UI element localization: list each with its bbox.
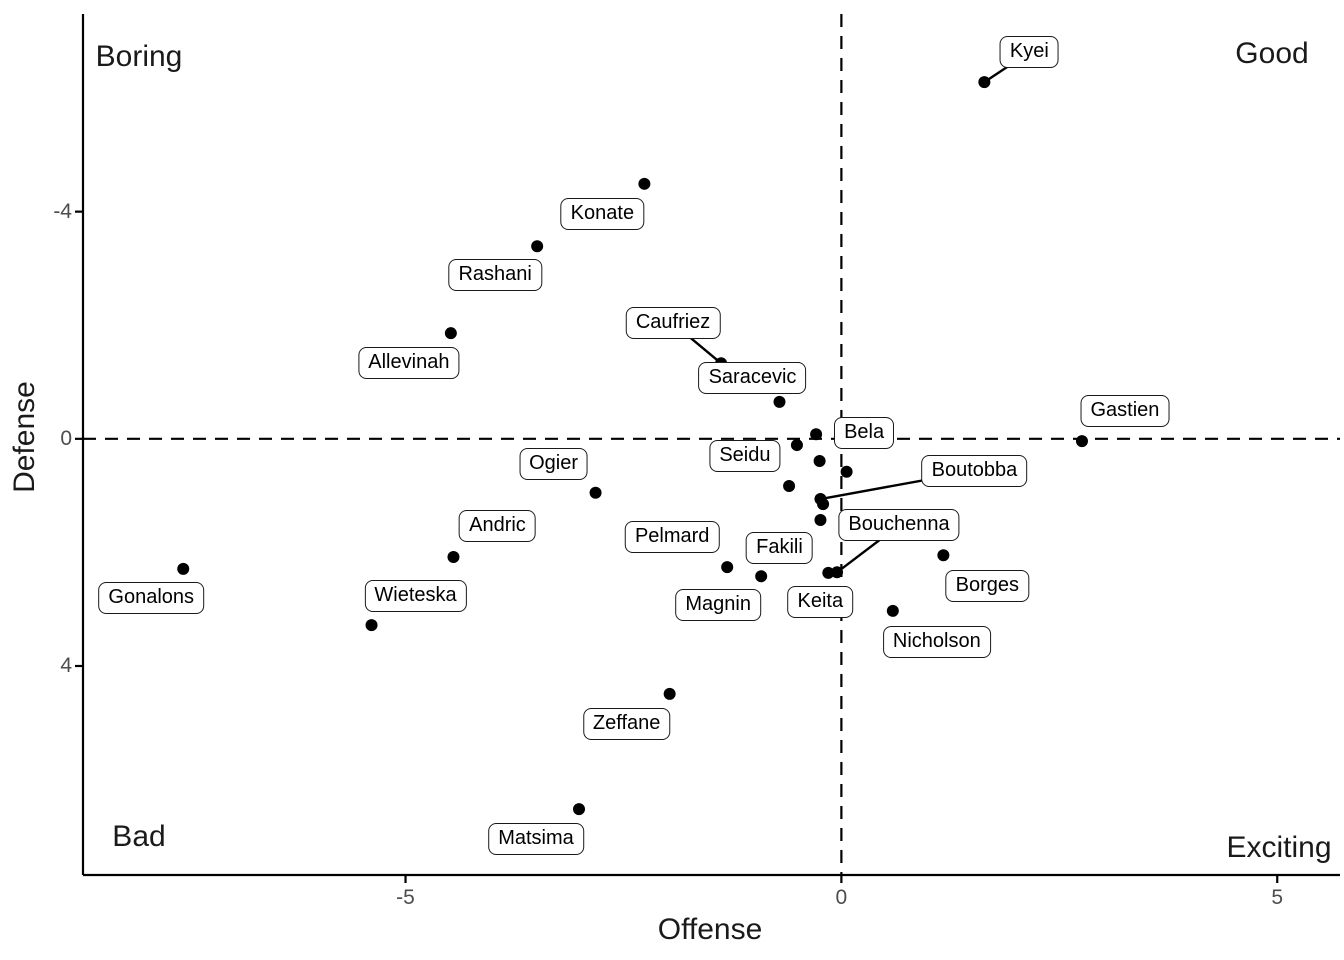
data-point — [813, 454, 826, 467]
data-point-gonalons — [177, 562, 190, 575]
point-label-andric: Andric — [459, 509, 536, 542]
y-axis-title: Defense — [8, 381, 41, 493]
data-point-zeffane — [663, 687, 676, 700]
point-label-nicholson: Nicholson — [882, 625, 991, 658]
data-point-seidu — [790, 439, 803, 452]
data-point-konate — [638, 177, 651, 190]
point-label-caufriez: Caufriez — [625, 307, 721, 340]
point-label-gastien: Gastien — [1080, 395, 1170, 428]
point-label-rashani: Rashani — [448, 259, 542, 292]
data-point-nicholson — [886, 604, 899, 617]
point-label-allevinah: Allevinah — [358, 347, 460, 380]
point-label-magnin: Magnin — [675, 589, 761, 622]
point-label-kyei: Kyei — [999, 36, 1059, 69]
point-label-fakili: Fakili — [746, 532, 813, 565]
point-label-wieteska: Wieteska — [364, 580, 467, 613]
y-tick-label-0: 0 — [60, 426, 72, 450]
point-label-seidu: Seidu — [709, 440, 781, 473]
data-point-borges — [937, 549, 950, 562]
data-point-andric — [447, 550, 460, 563]
point-label-saracevic: Saracevic — [698, 361, 807, 394]
point-label-matsima: Matsima — [488, 823, 584, 856]
y-tick-label--4: -4 — [53, 199, 72, 223]
data-point — [783, 479, 796, 492]
data-point — [840, 465, 853, 478]
data-point-magnin — [755, 570, 768, 583]
x-tick-label-5: 5 — [1271, 886, 1284, 909]
data-point-allevinah — [444, 327, 457, 340]
point-label-konate: Konate — [560, 197, 645, 230]
data-point-bouchenna — [831, 566, 844, 579]
data-point-saracevic — [773, 395, 786, 408]
point-label-keita: Keita — [787, 585, 854, 618]
quadrant-label-exciting: Exciting — [1226, 831, 1332, 864]
x-axis-title: Offense — [657, 913, 763, 946]
point-label-bouchenna: Bouchenna — [838, 509, 960, 542]
y-tick-label-4: 4 — [60, 653, 72, 677]
point-label-zeffane: Zeffane — [582, 707, 671, 740]
data-point-gastien — [1075, 435, 1088, 448]
data-point-keita — [822, 566, 835, 579]
point-label-borges: Borges — [945, 570, 1030, 603]
point-label-bela: Bela — [834, 417, 895, 450]
x-tick-label--5: -5 — [396, 886, 415, 909]
point-label-pelmard: Pelmard — [624, 521, 720, 554]
point-label-gonalons: Gonalons — [98, 581, 205, 614]
data-point-bela — [810, 428, 823, 441]
data-point-wieteska — [365, 619, 378, 632]
data-point-ogier — [589, 486, 602, 499]
data-point-pelmard — [721, 561, 734, 574]
data-point-matsima — [573, 803, 586, 816]
data-point-rashani — [531, 240, 544, 253]
data-point — [817, 498, 830, 511]
quadrant-label-boring: Boring — [95, 40, 183, 73]
quadrant-label-good: Good — [1235, 37, 1309, 70]
data-point-kyei — [978, 76, 991, 89]
point-label-ogier: Ogier — [519, 447, 589, 480]
data-point-fakili — [814, 514, 827, 527]
quadrant-label-bad: Bad — [112, 820, 166, 853]
point-label-boutobba: Boutobba — [921, 455, 1028, 488]
x-tick-label-0: 0 — [835, 886, 848, 909]
